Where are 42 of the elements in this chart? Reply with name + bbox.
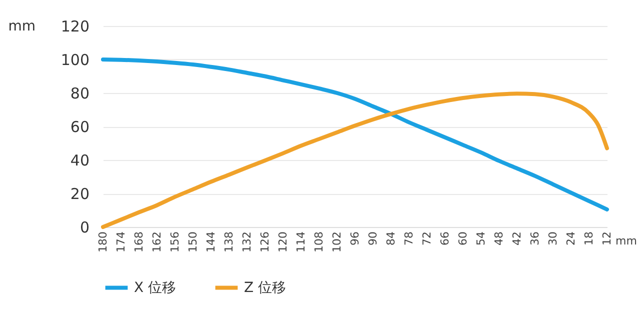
legend-label: X 位移 bbox=[134, 280, 176, 296]
line-series bbox=[101, 92, 609, 229]
x-tick-label: 36 bbox=[528, 232, 542, 246]
x-tick-label: 84 bbox=[384, 232, 398, 246]
line-series bbox=[101, 58, 609, 212]
y-axis-title: mm bbox=[8, 18, 36, 34]
x-tick-label: 12 bbox=[600, 232, 614, 246]
x-tick-label: 180 bbox=[96, 232, 110, 252]
y-tick-label: 100 bbox=[60, 51, 90, 69]
x-tick-label: 168 bbox=[132, 232, 146, 252]
y-tick-label: 60 bbox=[70, 118, 90, 136]
x-tick-label: 66 bbox=[438, 232, 452, 246]
x-tick-label: 138 bbox=[222, 232, 236, 252]
x-tick-label: 144 bbox=[204, 232, 218, 252]
x-tick-label: 54 bbox=[474, 232, 488, 246]
x-tick-label: 90 bbox=[366, 232, 380, 246]
x-tick-label: 18 bbox=[582, 232, 596, 246]
x-tick-label: 72 bbox=[420, 232, 434, 246]
y-tick-label: 0 bbox=[80, 218, 90, 236]
x-tick-label: 30 bbox=[546, 232, 560, 246]
x-tick-label: 48 bbox=[492, 232, 506, 246]
legend-label: Z 位移 bbox=[244, 280, 286, 296]
x-tick-label: 156 bbox=[168, 232, 182, 252]
x-tick-label: 102 bbox=[330, 232, 344, 252]
y-tick-label: 40 bbox=[70, 152, 90, 170]
x-tick-label: 162 bbox=[150, 232, 164, 252]
x-tick-label: 114 bbox=[294, 232, 308, 252]
y-tick-label: 120 bbox=[60, 18, 90, 36]
x-tick-label: 174 bbox=[114, 232, 128, 252]
x-tick-label: 132 bbox=[240, 232, 254, 252]
x-tick-label: 126 bbox=[258, 232, 272, 252]
x-tick-label: 78 bbox=[402, 232, 416, 246]
x-tick-label: 120 bbox=[276, 232, 290, 252]
y-tick-label: 80 bbox=[70, 84, 90, 102]
x-axis-title: mm bbox=[616, 234, 637, 248]
x-tick-label: 60 bbox=[456, 232, 470, 246]
y-tick-label: 20 bbox=[70, 185, 90, 203]
x-tick-label: 42 bbox=[510, 232, 524, 246]
x-tick-label: 150 bbox=[186, 232, 200, 252]
x-tick-label: 96 bbox=[348, 232, 362, 246]
x-tick-label: 24 bbox=[564, 232, 578, 246]
x-tick-label: 108 bbox=[312, 232, 326, 252]
